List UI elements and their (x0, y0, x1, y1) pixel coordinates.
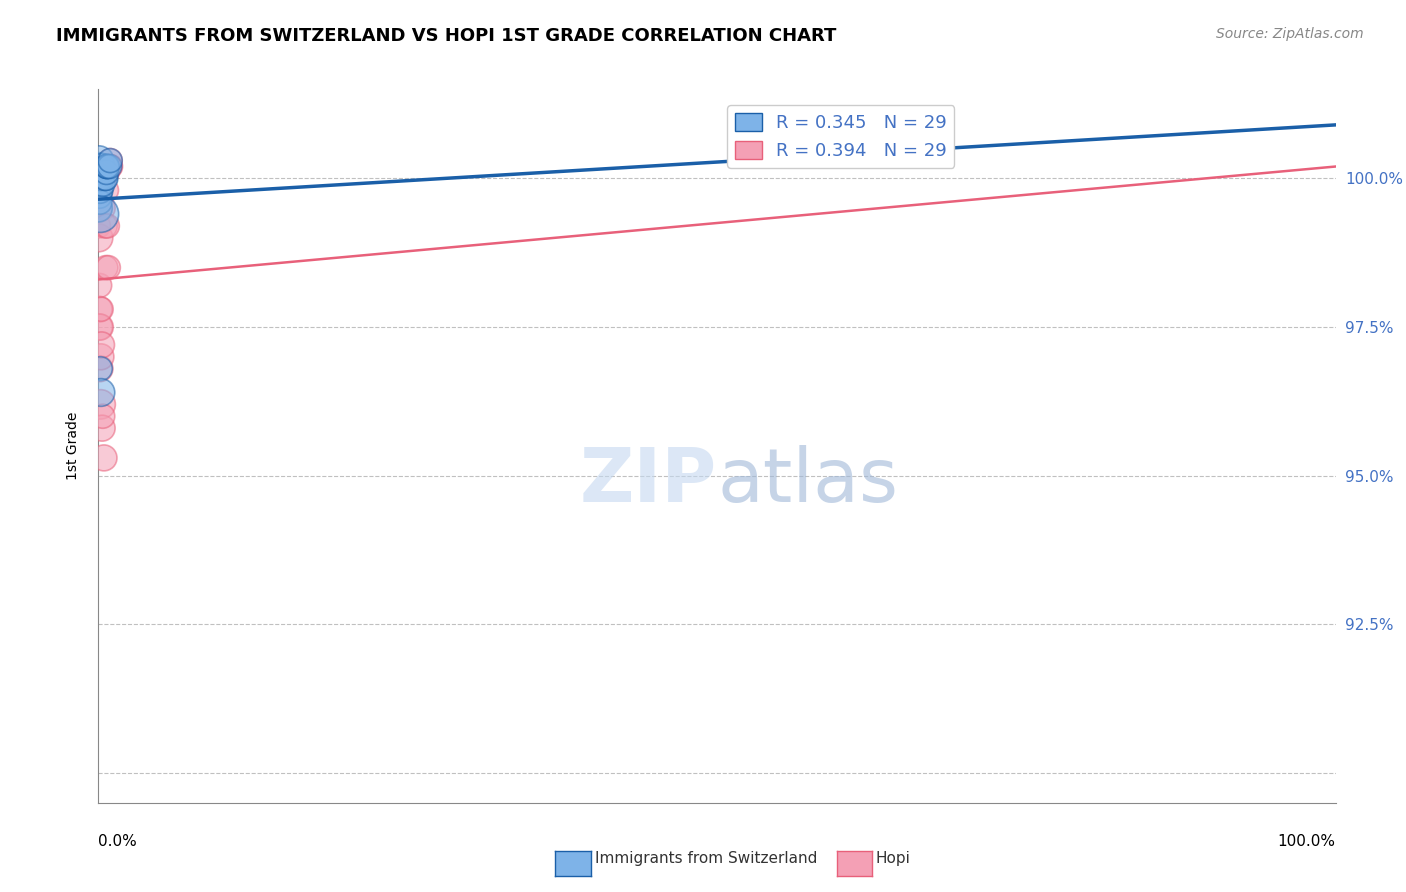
Point (91, 171, 114, 186)
Text: Hopi: Hopi (876, 852, 911, 866)
Point (89, 207, 111, 221)
Point (90, 338, 112, 352)
Point (87, 165, 110, 179)
Point (89, 302, 111, 317)
Text: ZIP: ZIP (579, 445, 717, 518)
Point (98, 153, 121, 168)
Point (87, 201, 110, 215)
Point (89, 278, 111, 293)
Point (96, 160, 118, 174)
Point (87, 201, 110, 215)
Point (96, 160, 118, 174)
Point (91, 178, 114, 192)
Point (89, 195, 111, 210)
Point (91, 409, 114, 424)
Text: Immigrants from Switzerland: Immigrants from Switzerland (595, 852, 817, 866)
Point (94, 219, 117, 233)
Text: atlas: atlas (717, 445, 898, 518)
Point (90, 350, 112, 364)
Point (87, 160, 110, 174)
Point (91, 421, 114, 435)
Point (87, 183, 110, 197)
Point (89, 183, 111, 197)
Point (89, 189, 111, 203)
Point (91, 201, 114, 215)
Point (98, 160, 121, 174)
Point (94, 165, 117, 179)
Point (100, 160, 122, 174)
Point (98, 153, 121, 168)
Point (87, 219, 110, 233)
Point (98, 160, 121, 174)
Y-axis label: 1st Grade: 1st Grade (66, 412, 80, 480)
Point (89, 171, 111, 186)
Point (98, 160, 121, 174)
Text: Source: ZipAtlas.com: Source: ZipAtlas.com (1216, 27, 1364, 41)
Point (90, 385, 112, 400)
Point (94, 171, 117, 186)
Point (94, 171, 117, 186)
Point (90, 302, 112, 317)
Point (87, 231, 110, 245)
Point (87, 153, 110, 168)
Legend: R = 0.345   N = 29, R = 0.394   N = 29: R = 0.345 N = 29, R = 0.394 N = 29 (727, 105, 955, 168)
Point (90, 160, 112, 174)
Point (89, 361, 111, 376)
Point (89, 320, 111, 334)
Point (90, 397, 112, 411)
Point (94, 260, 117, 275)
Point (96, 165, 118, 179)
Text: IMMIGRANTS FROM SWITZERLAND VS HOPI 1ST GRADE CORRELATION CHART: IMMIGRANTS FROM SWITZERLAND VS HOPI 1ST … (56, 27, 837, 45)
Point (90, 165, 112, 179)
Point (89, 361, 111, 376)
Point (96, 165, 118, 179)
Point (89, 165, 111, 179)
Point (96, 219, 118, 233)
Point (89, 171, 111, 186)
Point (89, 178, 111, 192)
Text: 100.0%: 100.0% (1278, 834, 1336, 849)
Point (89, 183, 111, 197)
Point (93, 450, 115, 465)
Point (89, 320, 111, 334)
Point (96, 160, 118, 174)
Point (87, 165, 110, 179)
Text: 0.0%: 0.0% (98, 834, 138, 849)
Point (89, 171, 111, 186)
Point (97, 260, 120, 275)
Point (87, 171, 110, 186)
Point (96, 183, 118, 197)
